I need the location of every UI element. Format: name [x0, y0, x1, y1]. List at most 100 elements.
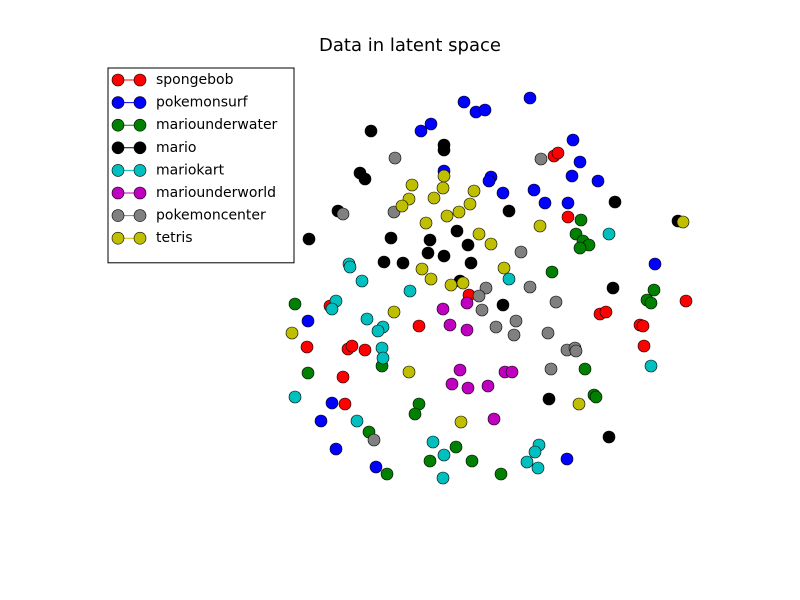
point	[415, 262, 429, 276]
point	[606, 281, 620, 295]
point	[472, 227, 486, 241]
point	[465, 454, 479, 468]
point	[367, 433, 381, 447]
point	[288, 390, 302, 404]
point	[302, 232, 316, 246]
point	[300, 340, 314, 354]
point	[338, 397, 352, 411]
point	[360, 312, 374, 326]
point	[454, 415, 468, 429]
point	[561, 196, 575, 210]
point	[325, 396, 339, 410]
point	[461, 238, 475, 252]
point	[463, 197, 477, 211]
point	[647, 283, 661, 297]
point	[496, 298, 510, 312]
series	[285, 169, 690, 429]
point	[355, 274, 369, 288]
point	[574, 213, 588, 227]
point	[285, 326, 299, 340]
point	[591, 174, 605, 188]
point	[573, 155, 587, 169]
point	[453, 363, 467, 377]
legend-marker	[133, 73, 147, 87]
point	[427, 191, 441, 205]
point	[395, 199, 409, 213]
point	[345, 339, 359, 353]
point	[421, 246, 435, 260]
point	[644, 296, 658, 310]
point	[538, 196, 552, 210]
legend-marker	[111, 231, 125, 245]
point	[533, 219, 547, 233]
point	[523, 280, 537, 294]
point	[496, 186, 510, 200]
point	[478, 103, 492, 117]
point	[482, 174, 496, 188]
point	[467, 184, 481, 198]
point	[602, 227, 616, 241]
point	[475, 303, 489, 317]
series	[288, 227, 658, 485]
point	[472, 289, 486, 303]
point	[534, 152, 548, 166]
series	[436, 296, 519, 426]
point	[424, 272, 438, 286]
point	[549, 295, 563, 309]
point	[358, 172, 372, 186]
point	[502, 204, 516, 218]
point	[419, 216, 433, 230]
point	[481, 379, 495, 393]
point	[502, 272, 516, 286]
point	[426, 435, 440, 449]
point	[487, 412, 501, 426]
point	[602, 430, 616, 444]
point	[402, 365, 416, 379]
point	[350, 414, 364, 428]
point	[396, 256, 410, 270]
point	[636, 319, 650, 333]
point	[589, 390, 603, 404]
point	[569, 344, 583, 358]
point	[414, 124, 428, 138]
point	[403, 284, 417, 298]
point	[520, 455, 534, 469]
legend-label: pokemoncenter	[156, 208, 266, 224]
point	[484, 237, 498, 251]
point	[384, 231, 398, 245]
point	[329, 442, 343, 456]
point	[545, 265, 559, 279]
point	[423, 233, 437, 247]
point	[514, 245, 528, 259]
point	[336, 207, 350, 221]
point	[561, 210, 575, 224]
legend-marker	[111, 73, 125, 87]
point	[336, 370, 350, 384]
point	[452, 205, 466, 219]
point	[301, 314, 315, 328]
point	[505, 365, 519, 379]
point	[436, 302, 450, 316]
point	[572, 397, 586, 411]
point	[450, 224, 464, 238]
legend-marker	[111, 96, 125, 109]
point	[479, 281, 493, 295]
point	[436, 471, 450, 485]
point	[364, 124, 378, 138]
point	[314, 414, 328, 428]
point	[423, 454, 437, 468]
point	[443, 318, 457, 332]
point	[449, 440, 463, 454]
point	[358, 343, 372, 357]
series	[336, 151, 583, 447]
point	[445, 377, 459, 391]
point	[637, 339, 651, 353]
legend-label: tetris	[156, 230, 193, 246]
point	[464, 256, 478, 270]
legend-label: mariounderworld	[156, 185, 276, 201]
point	[461, 381, 475, 395]
point	[437, 143, 451, 157]
point	[408, 407, 422, 421]
